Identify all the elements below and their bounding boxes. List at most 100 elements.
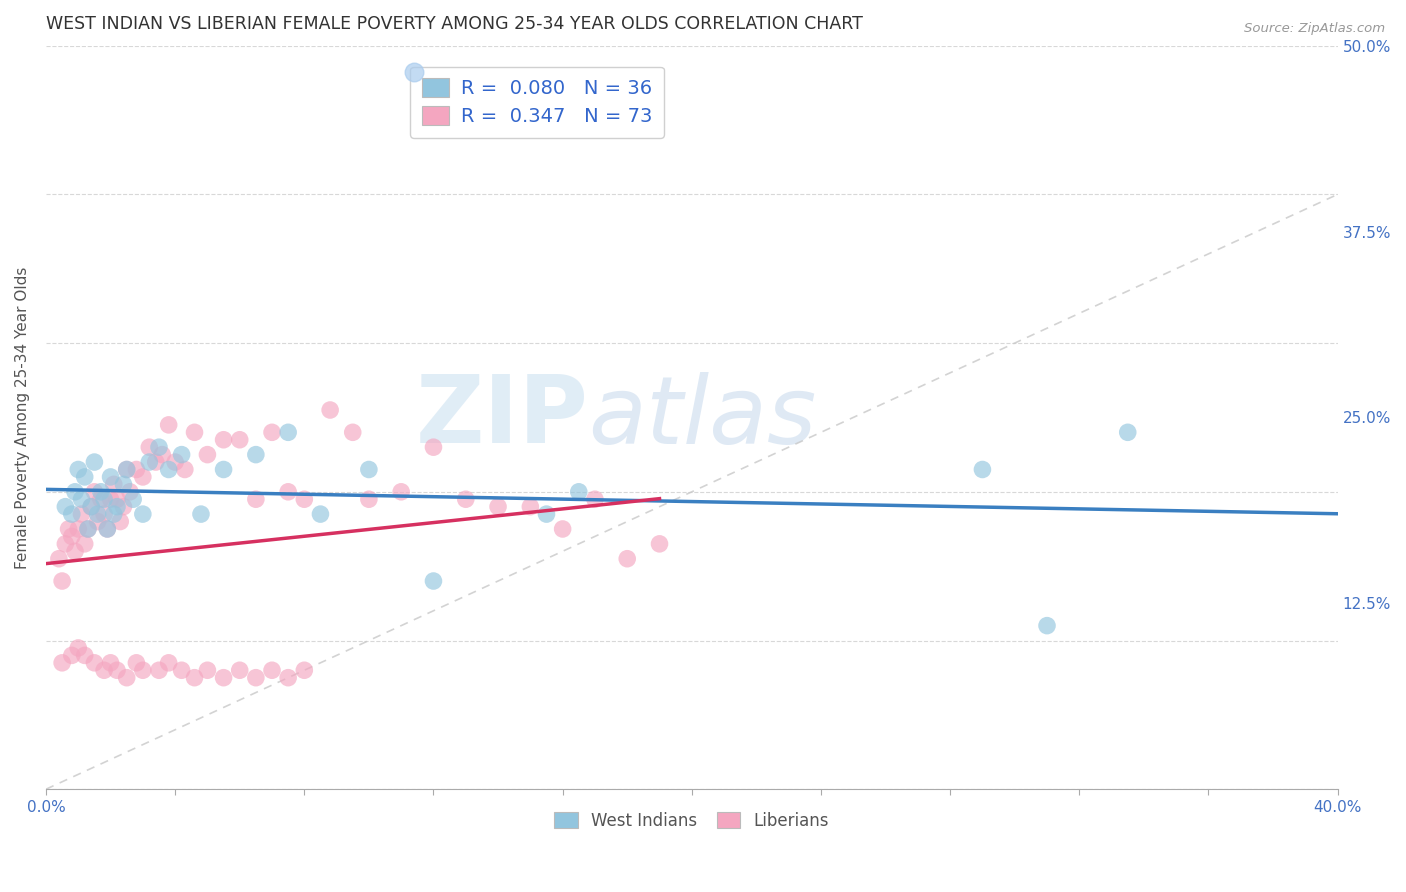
- Point: [67, 640, 90, 655]
- Point: [568, 484, 591, 499]
- Point: [197, 448, 219, 462]
- Point: [51, 656, 73, 670]
- Point: [100, 656, 122, 670]
- Point: [51, 574, 73, 588]
- Point: [170, 663, 193, 677]
- Point: [125, 656, 148, 670]
- Point: [77, 522, 100, 536]
- Point: [157, 417, 180, 432]
- Text: atlas: atlas: [589, 372, 817, 463]
- Point: [148, 663, 170, 677]
- Point: [63, 484, 86, 499]
- Point: [115, 462, 138, 476]
- Point: [67, 462, 90, 476]
- Point: [228, 433, 250, 447]
- Point: [277, 425, 299, 440]
- Point: [112, 477, 135, 491]
- Point: [103, 507, 125, 521]
- Text: ZIP: ZIP: [416, 371, 589, 464]
- Legend: West Indians, Liberians: West Indians, Liberians: [548, 805, 837, 837]
- Point: [80, 500, 103, 514]
- Point: [309, 507, 332, 521]
- Point: [197, 663, 219, 677]
- Point: [292, 663, 315, 677]
- Point: [93, 492, 115, 507]
- Point: [93, 663, 115, 677]
- Text: Source: ZipAtlas.com: Source: ZipAtlas.com: [1244, 22, 1385, 36]
- Y-axis label: Female Poverty Among 25-34 Year Olds: Female Poverty Among 25-34 Year Olds: [15, 266, 30, 568]
- Point: [138, 455, 160, 469]
- Point: [422, 440, 444, 454]
- Point: [1116, 425, 1139, 440]
- Point: [583, 492, 606, 507]
- Point: [357, 492, 380, 507]
- Point: [260, 663, 283, 677]
- Point: [972, 462, 994, 476]
- Point: [118, 484, 141, 499]
- Point: [73, 470, 96, 484]
- Point: [125, 462, 148, 476]
- Point: [165, 455, 187, 469]
- Point: [86, 515, 108, 529]
- Point: [212, 671, 235, 685]
- Point: [150, 448, 173, 462]
- Point: [551, 522, 574, 536]
- Point: [93, 507, 115, 521]
- Point: [96, 522, 118, 536]
- Point: [277, 671, 299, 685]
- Point: [110, 515, 132, 529]
- Point: [145, 455, 167, 469]
- Point: [100, 492, 122, 507]
- Point: [183, 671, 205, 685]
- Point: [100, 470, 122, 484]
- Point: [90, 492, 112, 507]
- Point: [245, 671, 267, 685]
- Point: [173, 462, 195, 476]
- Point: [58, 522, 80, 536]
- Point: [73, 537, 96, 551]
- Point: [138, 440, 160, 454]
- Point: [132, 470, 155, 484]
- Point: [70, 507, 93, 521]
- Point: [105, 492, 128, 507]
- Point: [73, 648, 96, 663]
- Point: [60, 648, 83, 663]
- Point: [70, 492, 93, 507]
- Point: [83, 484, 105, 499]
- Point: [454, 492, 477, 507]
- Point: [122, 492, 145, 507]
- Point: [53, 500, 76, 514]
- Point: [103, 477, 125, 491]
- Point: [63, 544, 86, 558]
- Point: [80, 500, 103, 514]
- Point: [183, 425, 205, 440]
- Point: [83, 656, 105, 670]
- Point: [115, 671, 138, 685]
- Point: [86, 507, 108, 521]
- Point: [48, 551, 70, 566]
- Point: [115, 462, 138, 476]
- Point: [67, 522, 90, 536]
- Point: [60, 507, 83, 521]
- Point: [245, 492, 267, 507]
- Point: [422, 574, 444, 588]
- Point: [1036, 618, 1059, 632]
- Point: [616, 551, 638, 566]
- Point: [486, 500, 509, 514]
- Point: [190, 507, 212, 521]
- Point: [53, 537, 76, 551]
- Point: [132, 507, 155, 521]
- Point: [132, 663, 155, 677]
- Point: [389, 484, 412, 499]
- Point: [357, 462, 380, 476]
- Point: [77, 522, 100, 536]
- Point: [83, 455, 105, 469]
- Point: [260, 425, 283, 440]
- Point: [96, 522, 118, 536]
- Point: [105, 500, 128, 514]
- Point: [536, 507, 558, 521]
- Point: [245, 448, 267, 462]
- Point: [148, 440, 170, 454]
- Point: [60, 529, 83, 543]
- Point: [212, 462, 235, 476]
